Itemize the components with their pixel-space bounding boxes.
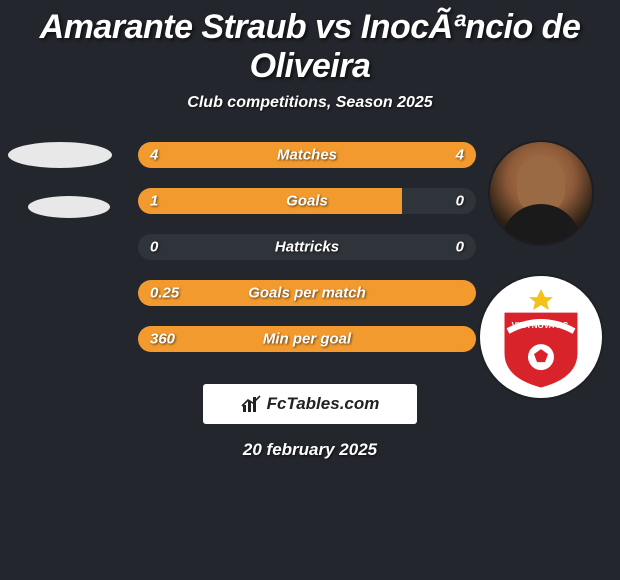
stat-bars: Matches 4 4 Goals 1 0 Hattricks 0 0 Goals per mat… xyxy=(138,142,476,372)
stat-bar-label: Hattricks xyxy=(275,239,339,256)
page-title: Amarante Straub vs InocÃªncio de Oliveir… xyxy=(0,0,620,88)
footer-brand-box: FcTables.com xyxy=(203,384,417,424)
stat-bar-left-value: 1 xyxy=(150,193,158,210)
stat-bar-left-value: 0 xyxy=(150,239,158,256)
stat-bar-row: Matches 4 4 xyxy=(138,142,476,168)
club-crest: VILA NOVA F.C. xyxy=(480,276,602,398)
date-text: 20 february 2025 xyxy=(243,440,377,460)
bar-chart-icon xyxy=(241,394,263,414)
stat-bar-row: Min per goal 360 xyxy=(138,326,476,352)
stat-bar-right-value: 0 xyxy=(456,239,464,256)
stat-bar-row: Hattricks 0 0 xyxy=(138,234,476,260)
stat-bar-left-value: 4 xyxy=(150,147,158,164)
crest-star-icon xyxy=(529,289,553,310)
player-avatar xyxy=(490,142,592,244)
stat-bar-left-fill xyxy=(138,188,402,214)
crest-text: VILA NOVA F.C. xyxy=(512,321,571,330)
stat-bar-row: Goals 1 0 xyxy=(138,188,476,214)
silhouette-ellipse-1 xyxy=(8,142,112,168)
stat-bar-right-value: 4 xyxy=(456,147,464,164)
stat-bar-left-value: 360 xyxy=(150,331,175,348)
stat-bar-label: Matches xyxy=(277,147,337,164)
stat-bar-row: Goals per match 0.25 xyxy=(138,280,476,306)
silhouette-ellipse-2 xyxy=(28,196,110,218)
stat-bar-left-value: 0.25 xyxy=(150,285,179,302)
stat-bar-right-value: 0 xyxy=(456,193,464,210)
stat-bar-label: Min per goal xyxy=(263,331,351,348)
footer-brand-text: FcTables.com xyxy=(267,394,380,414)
stat-bar-label: Goals xyxy=(286,193,328,210)
stat-bar-label: Goals per match xyxy=(248,285,366,302)
crest-icon: VILA NOVA F.C. xyxy=(493,287,589,391)
page-subtitle: Club competitions, Season 2025 xyxy=(0,94,620,112)
